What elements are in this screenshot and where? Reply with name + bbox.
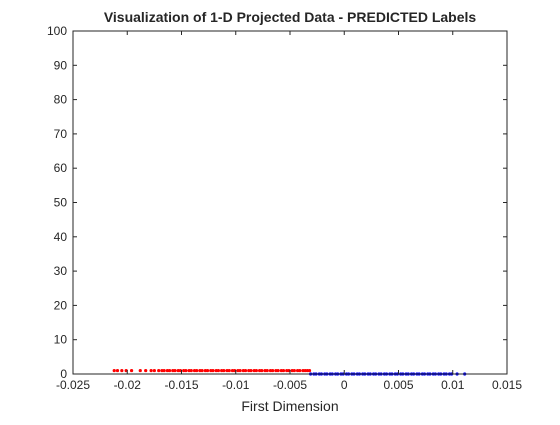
data-point bbox=[222, 368, 226, 373]
data-point bbox=[115, 368, 120, 373]
data-point bbox=[276, 368, 280, 373]
plot-frame bbox=[72, 30, 508, 375]
data-point bbox=[249, 368, 253, 373]
x-axis-label: First Dimension bbox=[241, 398, 338, 414]
data-point bbox=[211, 368, 215, 373]
data-point bbox=[189, 368, 193, 373]
x-tick-label: -0.01 bbox=[222, 378, 250, 392]
data-point bbox=[254, 368, 258, 373]
series-1 bbox=[112, 368, 312, 373]
data-point bbox=[281, 368, 286, 373]
x-tick-label: 0.015 bbox=[492, 378, 522, 392]
y-tick-labels: 0 10 20 30 40 50 60 70 80 90 100 bbox=[47, 24, 67, 381]
data-point bbox=[112, 368, 116, 373]
x-tick-label: -0.015 bbox=[164, 378, 198, 392]
data-point bbox=[149, 368, 153, 373]
data-point bbox=[243, 368, 248, 373]
data-point bbox=[216, 368, 220, 373]
data-point bbox=[195, 368, 199, 373]
y-tick-label: 90 bbox=[54, 58, 68, 72]
data-point bbox=[307, 368, 312, 373]
plot-background bbox=[73, 31, 507, 374]
x-tick-label: -0.025 bbox=[56, 378, 90, 392]
data-point bbox=[200, 368, 204, 373]
data-point bbox=[238, 368, 242, 373]
y-tick-label: 20 bbox=[54, 298, 68, 312]
y-tick-label: 70 bbox=[54, 127, 68, 141]
y-tick-label: 60 bbox=[54, 161, 68, 175]
y-tick-label: 80 bbox=[54, 93, 68, 107]
data-point bbox=[205, 368, 210, 373]
x-tick-label: -0.005 bbox=[273, 378, 307, 392]
x-tick-label: 0.01 bbox=[441, 378, 465, 392]
data-point bbox=[271, 368, 275, 373]
data-point bbox=[292, 368, 296, 373]
data-point bbox=[227, 368, 231, 373]
data-point bbox=[120, 368, 124, 373]
x-tick-labels: -0.025 -0.02 -0.015 -0.01 -0.005 0 0.005 0.01 0.… bbox=[56, 378, 522, 392]
data-point bbox=[265, 368, 269, 373]
data-point bbox=[173, 368, 177, 373]
data-point bbox=[138, 368, 142, 373]
data-point bbox=[157, 368, 161, 373]
y-tick-label: 40 bbox=[54, 230, 68, 244]
y-tick-label: 30 bbox=[54, 264, 68, 278]
data-point bbox=[129, 368, 134, 373]
x-tick-label: 0.005 bbox=[383, 378, 413, 392]
y-tick-label: 10 bbox=[54, 333, 68, 347]
x-tick-label: -0.02 bbox=[114, 378, 142, 392]
data-point bbox=[162, 368, 166, 373]
data-point bbox=[298, 368, 302, 373]
y-tick-label: 100 bbox=[47, 24, 67, 38]
chart-title: Visualization of 1-D Projected Data - PR… bbox=[104, 9, 477, 25]
data-point bbox=[152, 368, 156, 373]
data-point bbox=[167, 368, 172, 373]
x-tick-label: 0 bbox=[341, 378, 348, 392]
data-point bbox=[184, 368, 188, 373]
y-tick-label: 0 bbox=[60, 367, 67, 381]
y-tick-label: 50 bbox=[54, 196, 68, 210]
data-point bbox=[260, 368, 264, 373]
data-point bbox=[144, 368, 148, 373]
